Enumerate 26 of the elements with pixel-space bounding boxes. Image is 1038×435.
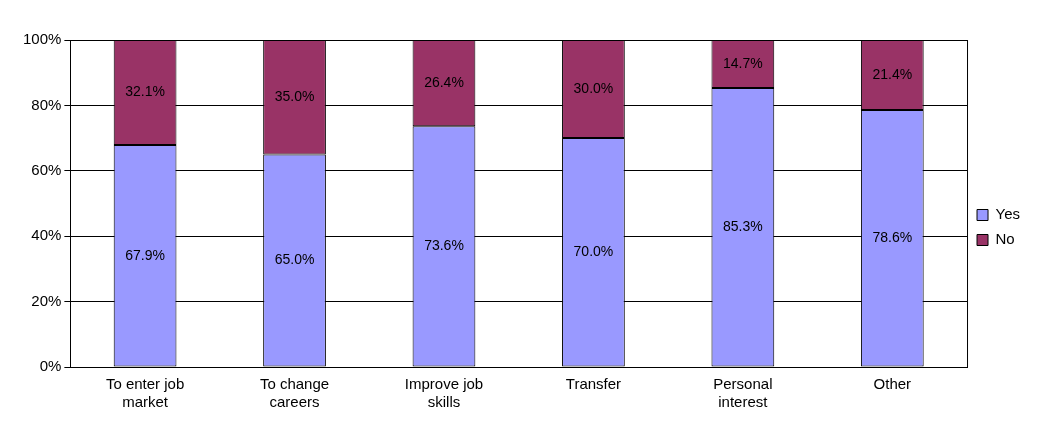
legend-label: Yes xyxy=(995,205,1021,223)
data-label: 32.1% xyxy=(125,83,165,100)
y-tick-label: 60% xyxy=(31,160,62,178)
y-tick-label: 0% xyxy=(39,357,62,375)
legend-label: No xyxy=(995,230,1015,248)
x-tick-label: To enter job market xyxy=(105,375,185,411)
x-tick-label: Improve job skills xyxy=(404,375,484,411)
data-label: 30.0% xyxy=(573,79,614,96)
y-tick-label: 40% xyxy=(31,226,62,244)
data-label: 85.3% xyxy=(723,218,763,235)
data-label: 35.0% xyxy=(274,88,315,105)
data-label: 26.4% xyxy=(424,74,464,91)
data-label: 21.4% xyxy=(872,65,913,82)
data-label: 73.6% xyxy=(424,237,464,254)
y-tick-label: 100% xyxy=(22,30,62,48)
data-label: 70.0% xyxy=(573,243,614,260)
data-label: 65.0% xyxy=(274,251,315,268)
y-tick-label: 20% xyxy=(31,291,62,309)
x-tick-label: To change careers xyxy=(259,375,330,411)
data-label: 67.9% xyxy=(125,246,165,263)
x-tick-label: Personal interest xyxy=(713,375,773,411)
data-label: 78.6% xyxy=(872,229,913,246)
x-tick-label: Other xyxy=(873,375,912,393)
y-tick-label: 80% xyxy=(31,95,62,113)
data-label: 14.7% xyxy=(723,54,763,71)
x-tick-label: Transfer xyxy=(565,375,622,393)
